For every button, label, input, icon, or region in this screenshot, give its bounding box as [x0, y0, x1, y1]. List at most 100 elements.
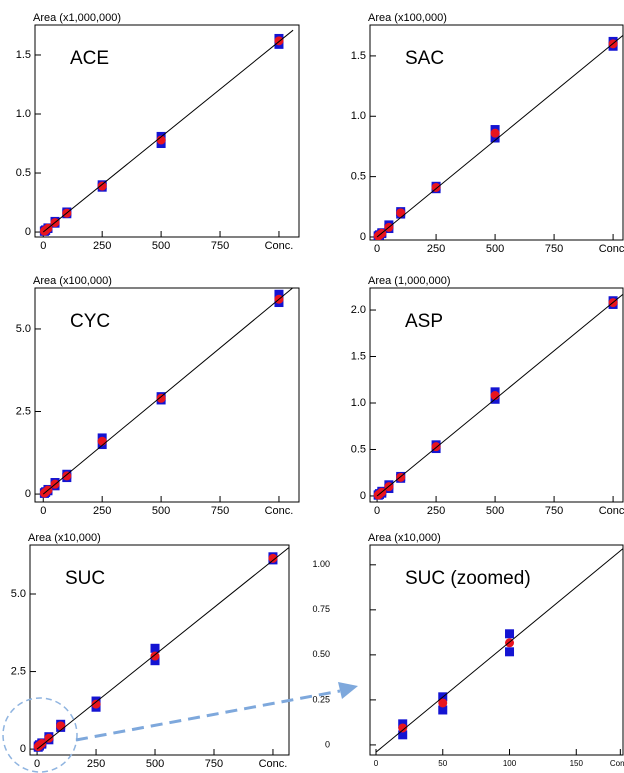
- plot-area: [375, 548, 623, 753]
- x-tick-label: Conc.: [599, 505, 624, 517]
- x-tick-label: 750: [545, 505, 563, 517]
- replicate-point: [150, 643, 160, 653]
- y-tick-label: 1.0: [351, 110, 366, 122]
- x-tick-label: 50: [438, 759, 447, 768]
- y-tick-label: 0.5: [351, 443, 366, 455]
- mean-point: [396, 208, 406, 218]
- chart-title: SUC: [65, 568, 105, 589]
- y-axis-label: Area (x10,000): [28, 532, 101, 544]
- y-tick-label: 1.5: [351, 350, 366, 362]
- x-tick-label: 750: [545, 243, 563, 255]
- x-tick-label: Conc.: [610, 759, 624, 768]
- x-tick-label: 250: [93, 240, 111, 252]
- replicate-point: [398, 730, 408, 740]
- mean-point: [97, 436, 107, 446]
- plot-frame: [34, 24, 300, 238]
- y-tick-label: 0: [25, 226, 31, 238]
- fit-line: [42, 288, 294, 495]
- x-tick-label: 750: [211, 505, 229, 517]
- x-tick-label: 250: [93, 505, 111, 517]
- y-tick-label: 5.0: [11, 588, 26, 600]
- x-tick-label: 500: [146, 758, 164, 770]
- y-axis-label: Area (x100,000): [33, 275, 112, 287]
- plot-frame: [34, 287, 300, 503]
- y-tick-label: 0.5: [16, 167, 31, 179]
- plot-area: [373, 34, 623, 240]
- y-tick-label: 0: [20, 743, 26, 755]
- mean-point: [431, 182, 441, 192]
- chart: Area (x100,000) SAC 0 0.5 1.0 1.5 0 250 500 750 Co…: [351, 12, 624, 255]
- zoom-circle: [2, 697, 78, 773]
- replicate-point: [505, 647, 515, 657]
- y-tick-label: 1.0: [351, 397, 366, 409]
- x-tick-label: 0: [40, 505, 46, 517]
- y-tick-label: 0.75: [312, 604, 330, 614]
- y-tick-label: 0: [360, 231, 366, 243]
- plot-area: [39, 288, 294, 498]
- x-tick-label: 250: [427, 243, 445, 255]
- x-tick-label: 250: [87, 758, 105, 770]
- plot-frame: [369, 287, 624, 503]
- x-tick-label: 750: [211, 240, 229, 252]
- mean-point: [268, 553, 278, 563]
- y-tick-label: 1.00: [312, 559, 330, 569]
- chart-title: ACE: [70, 48, 109, 69]
- mean-point: [56, 721, 66, 731]
- chart: Area (x1,000,000) ACE 0 0.5 1.0 1.5 0 250 500 750…: [16, 12, 300, 252]
- y-axis-label: Area (1,000,000): [368, 275, 451, 287]
- plot-area: [373, 293, 623, 500]
- mean-point: [44, 733, 54, 743]
- plot-area: [39, 29, 294, 236]
- x-tick-label: 500: [486, 243, 504, 255]
- y-tick-label: 2.0: [351, 304, 366, 316]
- mean-point: [37, 739, 47, 749]
- arrow-head: [338, 682, 358, 699]
- x-tick-label: Conc.: [599, 243, 624, 255]
- chart-title: SUC (zoomed): [405, 568, 531, 589]
- x-tick-label: 0: [374, 759, 379, 768]
- x-tick-label: Conc.: [259, 758, 288, 770]
- zoom-arrow: [75, 689, 341, 742]
- replicate-point: [505, 629, 515, 639]
- plot-area: [33, 547, 289, 752]
- chart: Area (x10,000) SUC 0 2.5 5.0 0 250 500 750 Conc.: [11, 532, 290, 770]
- replicate-point: [274, 289, 284, 299]
- fit-line: [376, 34, 623, 238]
- chart: Area (1,000,000) ASP 0 0.5 1.0 1.5 2.0 0 250 500 7…: [351, 275, 624, 517]
- x-tick-label: Conc.: [265, 240, 294, 252]
- x-tick-label: 500: [152, 240, 170, 252]
- chart: Area (x100,000) CYC 0 2.5 5.0 0 250 500 750 Conc.: [16, 275, 300, 517]
- mean-point: [62, 471, 72, 481]
- x-tick-label: 0: [40, 240, 46, 252]
- y-tick-label: 0: [360, 490, 366, 502]
- y-tick-label: 2.5: [11, 665, 26, 677]
- plot-frame: [369, 544, 624, 756]
- y-axis-label: Area (x10,000): [368, 532, 441, 544]
- y-tick-label: 0.25: [312, 694, 330, 704]
- y-axis-label: Area (x100,000): [368, 12, 447, 24]
- chart-title: CYC: [70, 311, 110, 332]
- y-tick-label: 0.5: [351, 171, 366, 183]
- mean-point: [97, 181, 107, 191]
- y-tick-label: 2.5: [16, 405, 31, 417]
- mean-point: [150, 651, 160, 661]
- y-tick-label: 1.0: [16, 108, 31, 120]
- x-tick-label: 150: [570, 759, 584, 768]
- x-tick-label: 0: [34, 758, 40, 770]
- x-tick-label: 500: [486, 505, 504, 517]
- mean-point: [438, 698, 448, 708]
- mean-point: [156, 393, 166, 403]
- fit-line: [42, 29, 294, 233]
- x-tick-label: 0: [374, 505, 380, 517]
- x-tick-label: 500: [152, 505, 170, 517]
- chart-title: SAC: [405, 48, 444, 69]
- fit-line: [376, 293, 623, 497]
- y-tick-label: 5.0: [16, 323, 31, 335]
- fit-line: [36, 547, 289, 750]
- chart: Area (x10,000) SUC (zoomed) 0 0.25 0.50 0.75 1…: [312, 532, 624, 768]
- replicate-point: [438, 705, 448, 715]
- y-tick-label: 0: [25, 488, 31, 500]
- y-axis-label: Area (x1,000,000): [33, 12, 121, 24]
- y-tick-label: 1.5: [16, 49, 31, 61]
